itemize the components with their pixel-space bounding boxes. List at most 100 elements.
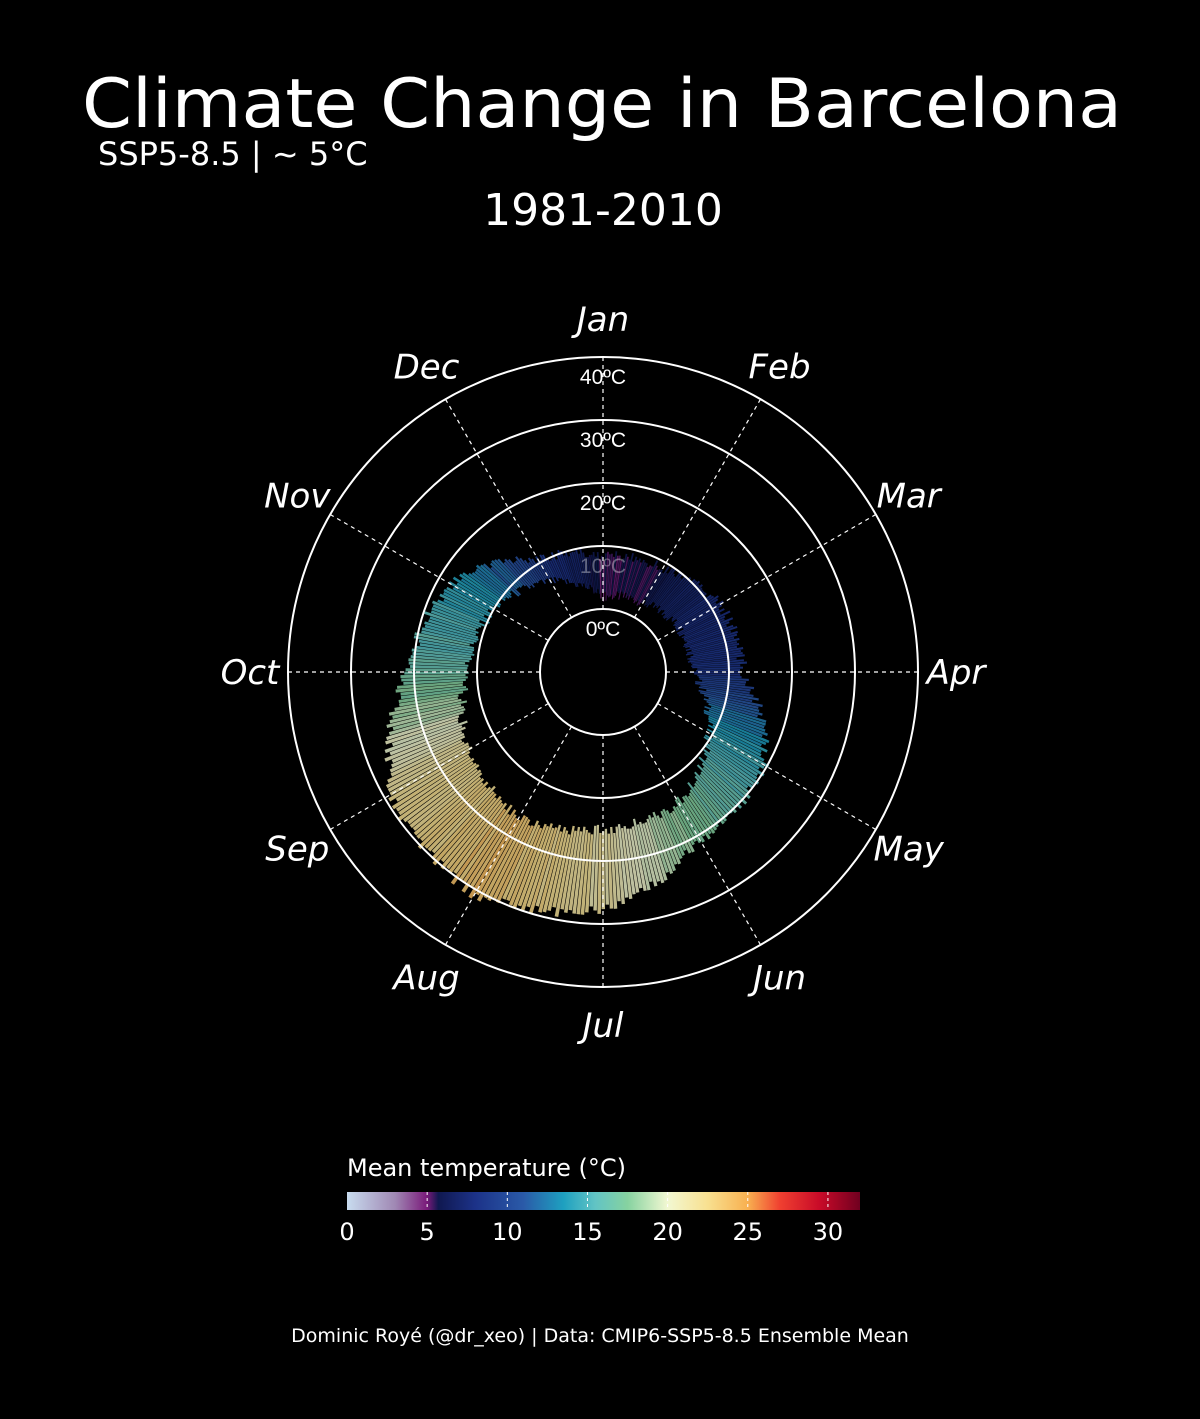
- day-bar: [678, 612, 721, 636]
- day-bar: [674, 598, 719, 627]
- day-bar: [708, 709, 766, 732]
- day-bar: [637, 560, 659, 602]
- day-bar: [696, 764, 743, 809]
- day-bar: [674, 595, 715, 624]
- day-bar: [649, 568, 676, 606]
- day-bar: [468, 817, 518, 899]
- day-bar: [646, 818, 668, 881]
- day-bar: [551, 558, 562, 579]
- day-bar: [398, 762, 477, 821]
- day-bar: [611, 551, 618, 595]
- day-bar: [712, 724, 768, 753]
- polar-grid: [287, 356, 919, 988]
- day-bar: [560, 830, 577, 910]
- day-bar: [622, 561, 634, 598]
- day-bar: [662, 584, 700, 618]
- day-bar: [712, 736, 765, 769]
- day-bar: [539, 559, 551, 578]
- day-bar: [596, 552, 601, 594]
- day-bar: [703, 709, 768, 736]
- day-bar: [700, 771, 737, 809]
- day-bar: [627, 558, 642, 597]
- day-bar: [684, 795, 712, 835]
- day-bar: [710, 733, 770, 768]
- day-bar: [506, 824, 541, 901]
- day-bar: [636, 565, 659, 606]
- day-bar: [427, 786, 492, 852]
- day-bar: [698, 689, 753, 703]
- day-bar: [606, 554, 611, 596]
- day-bar: [483, 816, 529, 899]
- day-bar: [531, 558, 546, 581]
- day-bar: [682, 801, 706, 837]
- day-bar: [656, 815, 678, 865]
- day-bar: [491, 560, 520, 589]
- day-bar: [584, 834, 594, 913]
- month-spoke: [444, 398, 573, 618]
- day-bar: [475, 568, 512, 599]
- day-bar: [387, 745, 470, 793]
- day-bar: [627, 562, 642, 600]
- day-bar: [578, 553, 587, 589]
- day-bar: [417, 781, 489, 850]
- day-bar: [609, 556, 615, 597]
- day-bar: [576, 829, 588, 915]
- day-bar: [549, 560, 560, 579]
- month-label-aug: Aug: [391, 959, 459, 999]
- day-bar: [424, 786, 488, 849]
- day-bar: [618, 553, 628, 594]
- month-label-oct: Oct: [221, 653, 281, 693]
- day-bar: [421, 627, 477, 643]
- day-bar: [405, 668, 467, 672]
- day-bar: [652, 571, 682, 608]
- day-bar: [683, 617, 734, 640]
- day-bar: [428, 619, 477, 636]
- day-bar: [446, 799, 503, 870]
- temperature-bars: [384, 548, 770, 917]
- day-bar: [559, 550, 573, 584]
- day-bar: [413, 635, 475, 649]
- day-bar: [683, 630, 732, 648]
- day-bar: [709, 750, 755, 786]
- day-bar: [626, 828, 640, 893]
- day-bar: [526, 827, 555, 908]
- day-bar: [685, 636, 735, 651]
- day-bar: [593, 824, 600, 911]
- day-bar: [389, 746, 473, 796]
- day-bar: [703, 752, 749, 789]
- day-bar: [385, 718, 459, 745]
- day-bar: [704, 706, 765, 729]
- day-bar: [453, 802, 508, 874]
- day-bar: [660, 817, 682, 865]
- day-bar: [633, 565, 652, 604]
- day-bar: [398, 691, 464, 703]
- day-bar: [645, 572, 668, 606]
- colorbar: [347, 1192, 860, 1210]
- colorbar-tick-label: 20: [652, 1218, 683, 1246]
- day-bar: [683, 621, 730, 641]
- day-bar: [520, 823, 553, 912]
- day-bar: [693, 785, 725, 825]
- radial-tick-label: 0ºC: [586, 618, 621, 641]
- day-bar: [482, 563, 520, 597]
- day-bar: [390, 739, 463, 777]
- month-labels: Jan Feb Mar Apr May Jun Jul Aug Sep Oct Nov Dec: [221, 300, 988, 1046]
- day-bar: [554, 825, 575, 917]
- colorbar-tick-label: 25: [733, 1218, 764, 1246]
- day-bar: [675, 806, 697, 842]
- day-bar: [608, 553, 613, 598]
- day-bar: [694, 782, 727, 822]
- colorbar-tick-label: 30: [813, 1218, 844, 1246]
- day-bar: [655, 573, 683, 607]
- day-bar: [706, 700, 758, 718]
- day-bar: [396, 757, 475, 812]
- day-bar: [644, 822, 665, 884]
- month-label-jul: Jul: [576, 1006, 624, 1046]
- day-bar: [582, 552, 590, 589]
- day-bar: [475, 819, 521, 896]
- radial-grid-circle: [413, 482, 793, 862]
- day-bar: [654, 576, 676, 604]
- day-bar: [487, 819, 531, 902]
- day-bar: [632, 818, 651, 891]
- day-bar: [672, 591, 705, 618]
